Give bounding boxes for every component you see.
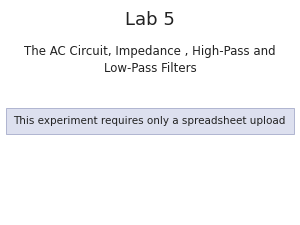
FancyBboxPatch shape	[6, 108, 294, 134]
Text: Lab 5: Lab 5	[125, 11, 175, 29]
Text: The AC Circuit, Impedance , High-Pass and
Low-Pass Filters: The AC Circuit, Impedance , High-Pass an…	[24, 45, 276, 75]
Text: This experiment requires only a spreadsheet upload: This experiment requires only a spreadsh…	[14, 116, 286, 126]
